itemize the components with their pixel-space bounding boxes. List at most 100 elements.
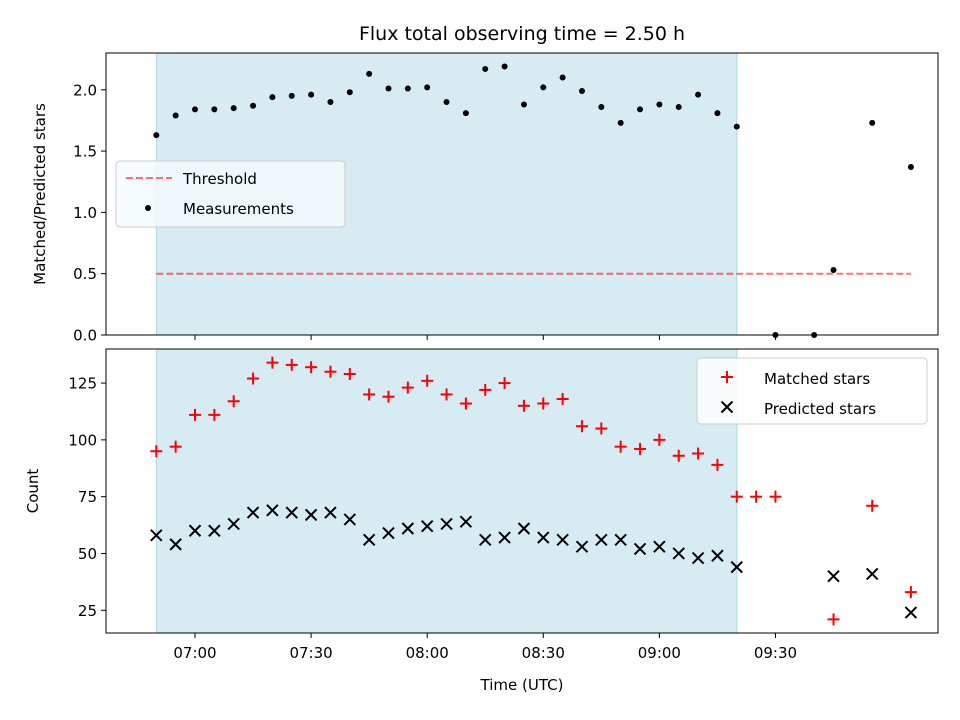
legend-predicted-swatch xyxy=(720,400,734,414)
matched-star-point xyxy=(150,445,163,458)
chart-title: Flux total observing time = 2.50 h xyxy=(359,23,685,45)
x-tick-label: 07:30 xyxy=(289,644,332,662)
bot-y-tick-label: 25 xyxy=(78,602,97,620)
legend-measurement-label: Measurements xyxy=(183,200,294,218)
legend-matched-swatch xyxy=(721,371,733,383)
matched-star-point xyxy=(363,388,376,401)
matched-star-point xyxy=(189,408,202,421)
predicted-star-point xyxy=(169,538,182,551)
predicted-star-point xyxy=(401,522,415,535)
predicted-star-point xyxy=(730,560,743,574)
bottom-legend-box xyxy=(696,357,928,425)
matched-star-point xyxy=(401,381,414,394)
matched-star-point xyxy=(672,449,685,462)
matched-star-point xyxy=(537,397,550,410)
measurement-point xyxy=(462,110,469,117)
matched-star-point xyxy=(769,490,782,503)
measurement-point xyxy=(404,85,411,92)
predicted-star-point xyxy=(227,517,240,531)
measurement-point xyxy=(656,101,663,108)
x-tick-label: 08:00 xyxy=(406,644,449,662)
top-legend: Threshold Measurements xyxy=(115,160,346,228)
predicted-star-point xyxy=(188,524,202,537)
top-legend-box xyxy=(115,160,346,228)
matched-star-point xyxy=(440,388,453,401)
x-tick-label: 09:30 xyxy=(754,644,797,662)
measurement-point xyxy=(192,106,199,113)
predicted-star-point xyxy=(556,533,569,547)
measurement-point xyxy=(617,119,624,126)
legend-matched-label: Matched stars xyxy=(764,370,870,388)
matched-star-point xyxy=(285,358,298,371)
predicted-star-point xyxy=(691,551,705,565)
measurement-point xyxy=(520,101,527,108)
x-axis-label: Time (UTC) xyxy=(480,676,564,694)
top-y-tick-label: 1.0 xyxy=(73,204,97,222)
predicted-star-point xyxy=(653,540,666,553)
predicted-star-point xyxy=(711,549,724,562)
bot-y-tick-label: 50 xyxy=(78,545,97,563)
legend-predicted-label: Predicted stars xyxy=(764,400,876,418)
predicted-star-point xyxy=(440,517,453,531)
top-y-tick-label: 0.5 xyxy=(73,265,97,283)
measurement-point xyxy=(559,74,566,81)
predicted-star-point xyxy=(904,606,918,619)
predicted-star-point xyxy=(866,567,879,581)
predicted-star-point xyxy=(285,506,298,519)
predicted-star-point xyxy=(208,524,221,537)
matched-star-point xyxy=(556,392,569,405)
predicted-star-point xyxy=(672,547,685,560)
legend-threshold-label: Threshold xyxy=(182,170,257,188)
predicted-star-point xyxy=(382,526,395,540)
measurement-point xyxy=(733,123,740,130)
top-axes-frame xyxy=(105,52,939,336)
predicted-star-point xyxy=(343,513,357,526)
measurement-point xyxy=(675,103,682,110)
predicted-star-point xyxy=(575,540,589,553)
measurement-point xyxy=(385,85,392,92)
matched-star-point xyxy=(324,365,337,378)
measurement-point xyxy=(366,70,373,77)
matched-star-point xyxy=(343,367,356,380)
matched-star-point xyxy=(575,420,588,433)
measurement-point xyxy=(695,91,702,98)
matched-star-point xyxy=(614,440,627,453)
matched-star-point xyxy=(711,458,724,471)
predicted-star-point xyxy=(595,533,608,547)
measurement-point xyxy=(598,103,605,110)
matched-star-point xyxy=(904,586,917,599)
top-y-tick-label: 2.0 xyxy=(73,81,97,99)
matched-star-point xyxy=(247,372,260,385)
bot-y-tick-label: 100 xyxy=(68,431,97,449)
bot-y-tick-label: 75 xyxy=(78,488,97,506)
top-y-tick-label: 0.0 xyxy=(73,327,97,345)
measurement-point xyxy=(288,92,295,99)
predicted-star-point xyxy=(362,533,376,547)
predicted-star-point xyxy=(827,569,840,583)
measurement-point xyxy=(250,102,257,109)
x-tick-label: 09:00 xyxy=(638,644,681,662)
measurement-point xyxy=(482,65,489,72)
bottom-y-axis-label: Count xyxy=(24,469,42,514)
measurement-point xyxy=(424,84,431,91)
matched-star-point xyxy=(498,377,511,390)
x-tick-label: 07:00 xyxy=(173,644,216,662)
matched-star-point xyxy=(227,395,240,408)
measurement-point xyxy=(869,119,876,126)
predicted-star-point xyxy=(614,533,627,547)
matched-star-point xyxy=(730,490,743,503)
predicted-star-point xyxy=(246,506,260,519)
predicted-star-point xyxy=(517,522,531,535)
bottom-axes-frame xyxy=(105,348,939,634)
measurement-point xyxy=(501,63,508,70)
bottom-panel: 25 50 75 100 125 07:00 07:30 08:00 08:30 09:00 09… xyxy=(24,348,939,662)
matched-star-point xyxy=(653,433,666,446)
matched-star-point xyxy=(692,447,705,460)
predicted-star-point xyxy=(324,506,337,519)
bot-y-tick-label: 125 xyxy=(68,375,97,393)
predicted-star-point xyxy=(304,508,318,522)
matched-star-point xyxy=(169,440,182,453)
predicted-star-point xyxy=(537,531,550,544)
predicted-star-point xyxy=(498,531,511,544)
measurement-point xyxy=(230,105,237,112)
